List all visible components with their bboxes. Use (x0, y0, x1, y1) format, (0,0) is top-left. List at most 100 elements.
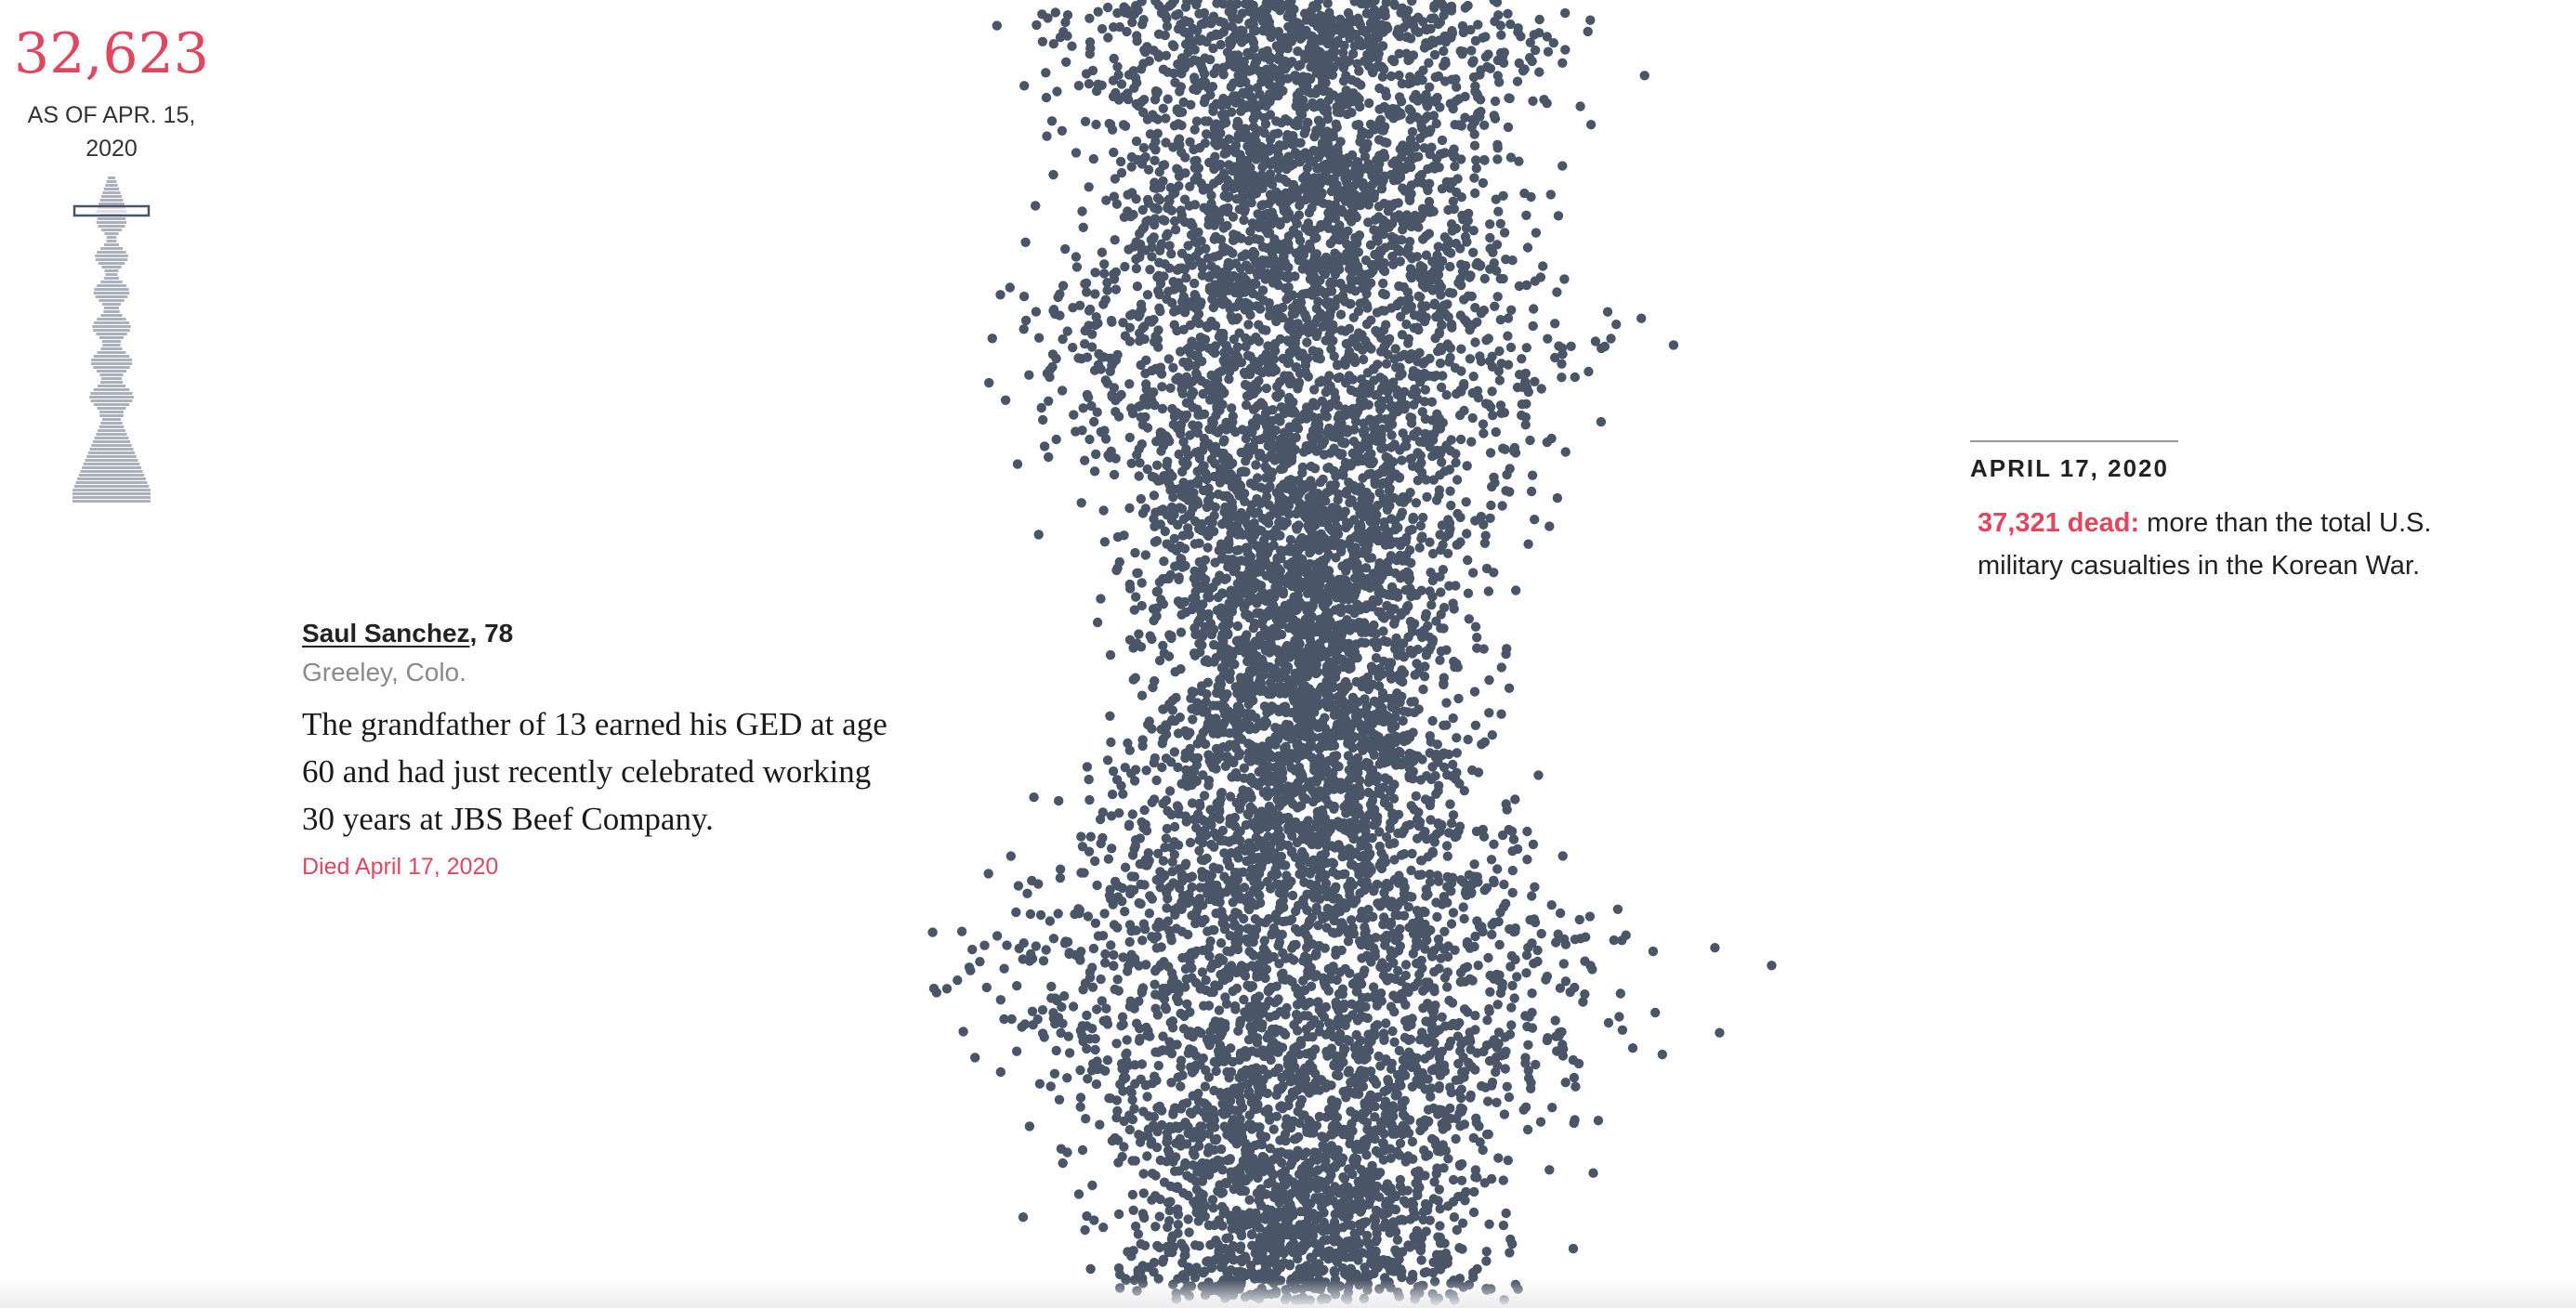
death-dot (1420, 385, 1431, 395)
death-dot (1199, 855, 1209, 866)
death-dot (1491, 194, 1502, 204)
death-dot (1107, 844, 1117, 854)
death-dot (1452, 475, 1463, 485)
death-dot (1522, 826, 1532, 837)
death-dot (1111, 199, 1123, 209)
death-dot (1411, 498, 1422, 508)
death-dot (1584, 366, 1594, 377)
death-dot (1507, 846, 1518, 857)
death-dot (1164, 263, 1175, 273)
death-dot (1400, 1032, 1411, 1043)
death-dot (1323, 462, 1334, 473)
death-dot (1126, 458, 1137, 468)
death-dot (1199, 791, 1210, 801)
death-dot (1189, 752, 1199, 764)
death-dot (1470, 1011, 1480, 1021)
death-dot (1453, 693, 1464, 704)
death-dot (1036, 402, 1046, 413)
death-dot (1519, 188, 1530, 199)
death-dot (1425, 82, 1435, 93)
death-dot (1076, 831, 1086, 842)
death-dot (1472, 633, 1482, 643)
death-dot (1225, 1095, 1236, 1106)
death-dot (1459, 786, 1470, 796)
death-dot (1343, 898, 1353, 909)
death-dot (1468, 372, 1479, 382)
death-dot (1492, 0, 1503, 7)
death-dot (1092, 1004, 1102, 1014)
death-dot (1490, 96, 1501, 107)
death-dot (1603, 1017, 1614, 1028)
death-dot (1478, 177, 1489, 189)
death-dot (1506, 1002, 1517, 1013)
death-dot (1570, 935, 1581, 945)
death-dot (1137, 578, 1147, 588)
death-dot (1024, 370, 1034, 380)
death-dot (1129, 605, 1140, 615)
death-dot (1106, 940, 1116, 950)
death-dot (1602, 307, 1613, 317)
death-dot (1478, 824, 1489, 835)
death-dot (1046, 116, 1058, 126)
death-dot (1423, 1150, 1434, 1160)
death-dot (1114, 808, 1124, 818)
death-dot (1071, 252, 1082, 262)
death-dot (1309, 385, 1320, 395)
death-dot (1243, 320, 1254, 330)
death-dot (1460, 112, 1470, 123)
death-dot (1648, 946, 1659, 957)
death-dot (1096, 974, 1106, 985)
death-dot (1037, 36, 1048, 46)
death-dot (1005, 282, 1016, 293)
death-dot (1417, 177, 1428, 189)
death-dot (1027, 875, 1037, 886)
death-dot (1080, 455, 1090, 465)
death-dot (1521, 210, 1531, 220)
death-dot (1131, 592, 1141, 602)
death-dot (1436, 290, 1446, 300)
death-dot (1276, 402, 1287, 412)
death-dot (1124, 503, 1135, 514)
death-dot (1078, 222, 1088, 232)
death-dot (1459, 405, 1469, 416)
death-dot (1112, 922, 1123, 933)
death-dot (1521, 968, 1531, 978)
death-dot (1180, 963, 1191, 974)
death-dot (1557, 373, 1567, 383)
death-dot (1435, 1221, 1445, 1231)
death-dot (1129, 776, 1140, 786)
death-dot (1441, 698, 1452, 708)
death-dot (1164, 1216, 1175, 1226)
death-dot (1478, 419, 1489, 429)
death-dot (1473, 20, 1483, 30)
death-dot (1268, 129, 1280, 139)
death-dot (1313, 115, 1324, 125)
death-dot (1096, 594, 1106, 604)
death-dot (1505, 342, 1517, 353)
death-dot (1225, 931, 1235, 941)
death-dot (1139, 880, 1150, 890)
death-dot (1140, 550, 1151, 560)
death-dot (1499, 1109, 1510, 1119)
death-dot (1106, 315, 1117, 326)
death-dot (1032, 20, 1042, 31)
death-dot (1571, 1081, 1581, 1092)
death-dot (1347, 495, 1358, 505)
death-dot (1118, 318, 1128, 328)
death-dot (1468, 226, 1479, 236)
death-dot (1484, 1055, 1495, 1066)
death-dot (1583, 26, 1593, 37)
death-dot (1371, 653, 1382, 663)
death-dot (1271, 1111, 1282, 1122)
death-dot (1129, 1104, 1139, 1114)
death-dot (1039, 441, 1050, 451)
death-dot (1402, 248, 1413, 258)
death-dot (981, 982, 992, 993)
death-dot (1062, 31, 1072, 41)
death-dot (1182, 1171, 1192, 1181)
death-dot (1378, 278, 1388, 289)
death-dot (1303, 72, 1313, 83)
death-dot (1434, 1184, 1445, 1195)
death-dot (1081, 278, 1092, 288)
